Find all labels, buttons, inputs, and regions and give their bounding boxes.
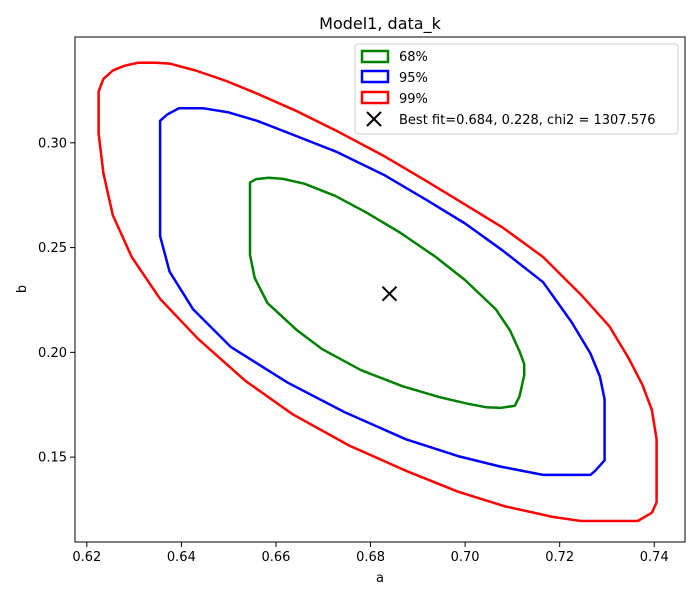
best-fit-x-marker bbox=[381, 285, 398, 302]
x-tick-label: 0.74 bbox=[640, 550, 669, 565]
legend-best-fit-x-icon bbox=[366, 111, 382, 127]
y-axis-ticks: 0.15 0.20 0.25 0.30 bbox=[38, 136, 75, 466]
x-axis-ticks: 0.62 0.64 0.66 0.68 0.70 0.72 0.74 bbox=[72, 542, 669, 565]
best-fit-marker-layer bbox=[381, 285, 398, 302]
x-axis-label: a bbox=[376, 571, 384, 586]
legend-label-best-fit: Best fit=0.684, 0.228, chi2 = 1307.576 bbox=[399, 113, 656, 128]
contour-68-line bbox=[248, 176, 526, 410]
y-tick-label: 0.15 bbox=[38, 451, 67, 466]
x-tick-label: 0.66 bbox=[261, 550, 290, 565]
chart-title: Model1, data_k bbox=[319, 14, 441, 34]
legend-swatch-95 bbox=[360, 69, 390, 84]
contour-layer bbox=[97, 61, 658, 523]
y-tick-label: 0.30 bbox=[38, 136, 67, 151]
y-axis-label: b bbox=[15, 285, 30, 293]
x-tick-label: 0.70 bbox=[451, 550, 480, 565]
legend-label-68: 68% bbox=[399, 50, 428, 65]
contour-99-line bbox=[97, 61, 658, 523]
y-tick-label: 0.20 bbox=[38, 346, 67, 361]
x-tick-label: 0.62 bbox=[72, 550, 101, 565]
legend-swatch-99 bbox=[360, 90, 390, 105]
contour-95-line bbox=[158, 106, 606, 477]
legend-label-99: 99% bbox=[399, 92, 428, 107]
x-tick-label: 0.72 bbox=[545, 550, 574, 565]
x-tick-label: 0.68 bbox=[356, 550, 385, 565]
x-tick-label: 0.64 bbox=[167, 550, 196, 565]
legend-box bbox=[354, 43, 679, 135]
legend-swatch-68 bbox=[360, 49, 390, 64]
legend-label-95: 95% bbox=[399, 71, 428, 86]
legend: 68% 95% 99% Best fit=0.684, 0.228, chi2 … bbox=[354, 43, 679, 135]
plot-area-frame bbox=[74, 36, 686, 543]
y-tick-label: 0.25 bbox=[38, 241, 67, 256]
